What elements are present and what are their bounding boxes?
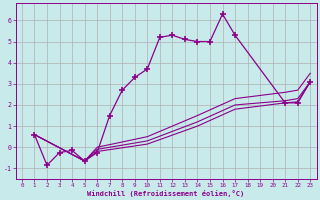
X-axis label: Windchill (Refroidissement éolien,°C): Windchill (Refroidissement éolien,°C) (87, 190, 245, 197)
